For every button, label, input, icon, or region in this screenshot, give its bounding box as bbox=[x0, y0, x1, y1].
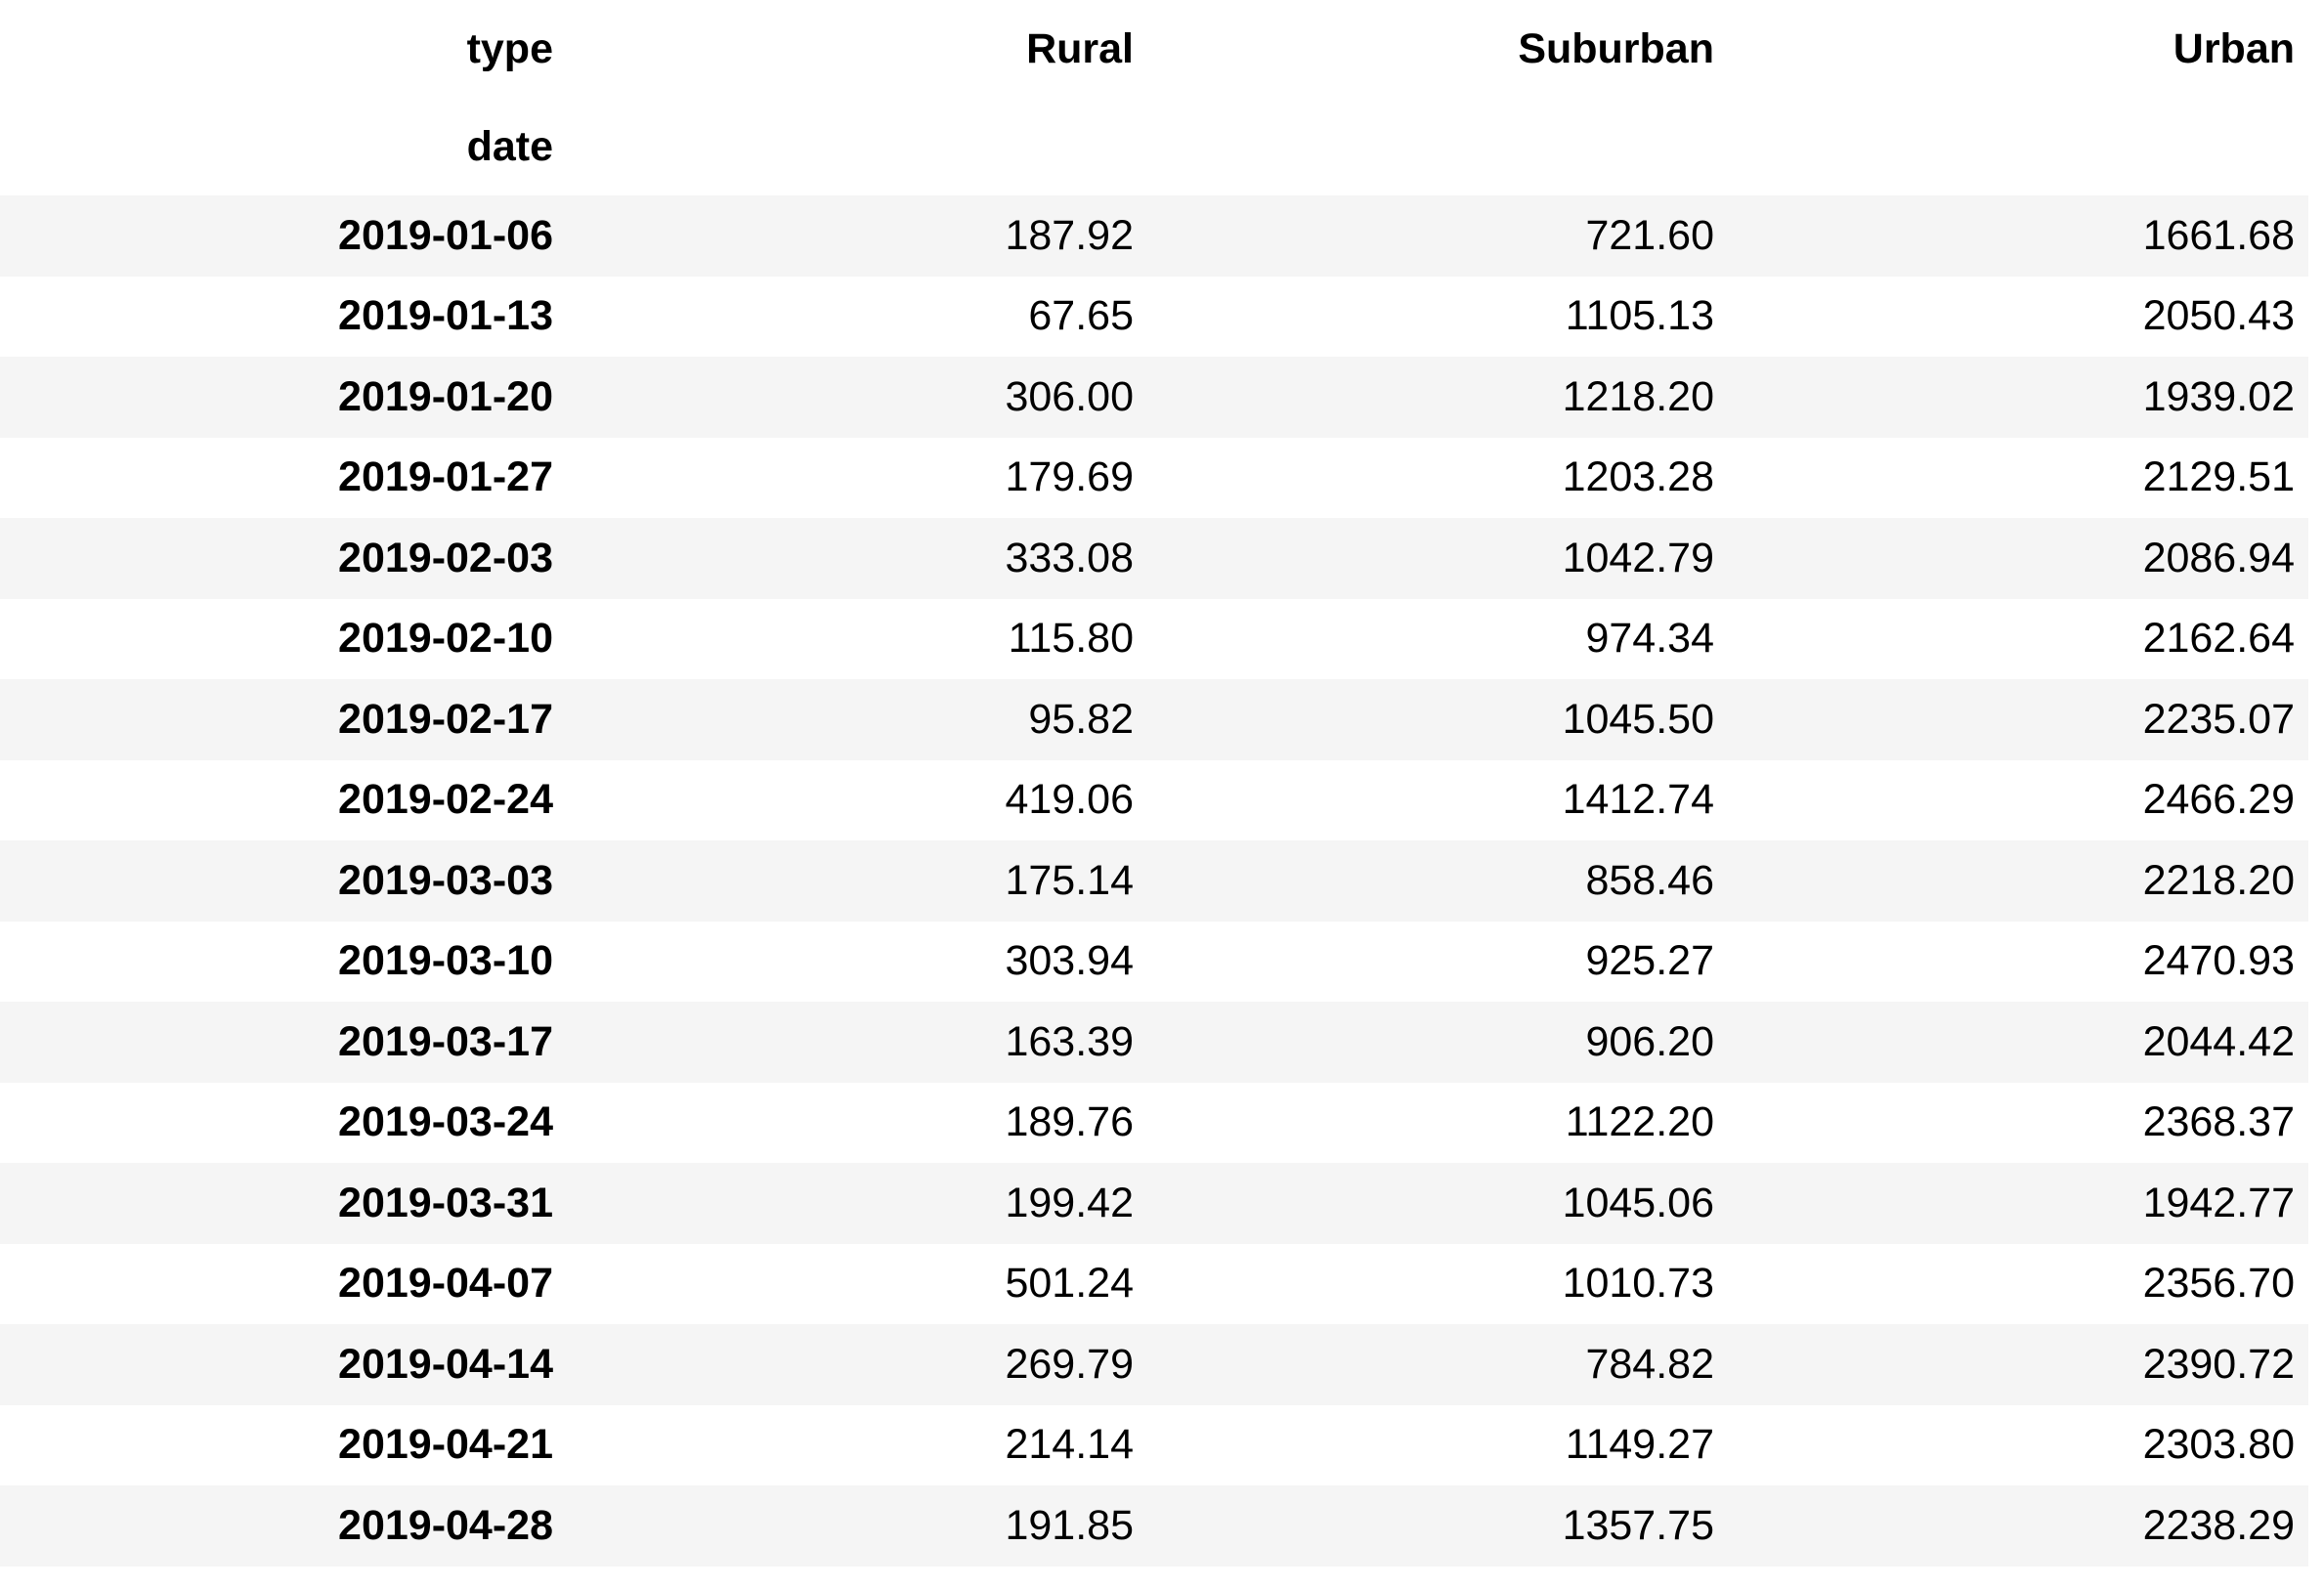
cell-urban: 2466.29 bbox=[2142, 776, 2295, 824]
cell-urban: 2044.42 bbox=[2142, 1017, 2295, 1065]
cell-urban: 2162.64 bbox=[2142, 615, 2295, 663]
table-header: type Rural Suburban Urban date bbox=[0, 0, 2308, 195]
table-row: 2019-02-17 95.82 1045.50 2235.07 bbox=[0, 679, 2308, 760]
cell-rural: 333.08 bbox=[1005, 534, 1134, 581]
cell-suburban: 1045.50 bbox=[1562, 695, 1714, 743]
cell-rural: 214.14 bbox=[1005, 1421, 1134, 1469]
table-row: 2019-04-21 214.14 1149.27 2303.80 bbox=[0, 1404, 2308, 1485]
cell-suburban: 1045.06 bbox=[1562, 1179, 1714, 1226]
cell-urban: 2303.80 bbox=[2142, 1421, 2295, 1469]
empty-header-cell bbox=[1147, 98, 1728, 195]
cell-urban: 2235.07 bbox=[2142, 695, 2295, 743]
table-row: 2019-01-27 179.69 1203.28 2129.51 bbox=[0, 437, 2308, 518]
row-date-label: 2019-03-10 bbox=[338, 937, 553, 985]
row-date-label: 2019-04-28 bbox=[338, 1501, 553, 1549]
fare-by-type-table: type Rural Suburban Urban date 2019-01-0… bbox=[0, 0, 2308, 1567]
column-header-rural: Rural bbox=[1026, 24, 1134, 72]
columns-name-label: type bbox=[466, 24, 553, 72]
table-row: 2019-04-07 501.24 1010.73 2356.70 bbox=[0, 1243, 2308, 1324]
table-row: 2019-03-17 163.39 906.20 2044.42 bbox=[0, 1002, 2308, 1083]
table-row: 2019-03-24 189.76 1122.20 2368.37 bbox=[0, 1082, 2308, 1163]
row-date-label: 2019-02-10 bbox=[338, 615, 553, 663]
cell-urban: 2390.72 bbox=[2142, 1340, 2295, 1388]
table-row: 2019-01-20 306.00 1218.20 1939.02 bbox=[0, 357, 2308, 438]
row-date-label: 2019-01-06 bbox=[338, 211, 553, 259]
cell-rural: 303.94 bbox=[1005, 937, 1134, 985]
table-row: 2019-03-31 199.42 1045.06 1942.77 bbox=[0, 1163, 2308, 1244]
row-date-label: 2019-03-17 bbox=[338, 1017, 553, 1065]
cell-urban: 1661.68 bbox=[2142, 211, 2295, 259]
table-row: 2019-02-10 115.80 974.34 2162.64 bbox=[0, 598, 2308, 679]
row-date-label: 2019-02-17 bbox=[338, 695, 553, 743]
cell-suburban: 1357.75 bbox=[1562, 1501, 1714, 1549]
cell-suburban: 974.34 bbox=[1585, 615, 1714, 663]
cell-suburban: 1042.79 bbox=[1562, 534, 1714, 581]
cell-suburban: 721.60 bbox=[1585, 211, 1714, 259]
cell-urban: 1942.77 bbox=[2142, 1179, 2295, 1226]
cell-rural: 199.42 bbox=[1005, 1179, 1134, 1226]
cell-suburban: 784.82 bbox=[1585, 1340, 1714, 1388]
cell-urban: 2086.94 bbox=[2142, 534, 2295, 581]
cell-suburban: 1203.28 bbox=[1562, 453, 1714, 501]
column-header-urban: Urban bbox=[2173, 24, 2295, 72]
header-row-index-name: date bbox=[0, 98, 2308, 195]
table-row: 2019-04-14 269.79 784.82 2390.72 bbox=[0, 1324, 2308, 1405]
cell-urban: 2129.51 bbox=[2142, 453, 2295, 501]
empty-header-cell bbox=[1728, 98, 2308, 195]
row-date-label: 2019-04-07 bbox=[338, 1260, 553, 1308]
table-row: 2019-02-24 419.06 1412.74 2466.29 bbox=[0, 759, 2308, 840]
cell-urban: 2218.20 bbox=[2142, 856, 2295, 904]
table-body: 2019-01-06 187.92 721.60 1661.68 2019-01-13 6… bbox=[0, 195, 2308, 1567]
cell-urban: 2238.29 bbox=[2142, 1501, 2295, 1549]
cell-rural: 115.80 bbox=[1008, 615, 1134, 663]
cell-rural: 67.65 bbox=[1028, 292, 1134, 340]
cell-suburban: 906.20 bbox=[1585, 1017, 1714, 1065]
cell-rural: 95.82 bbox=[1028, 695, 1134, 743]
cell-rural: 501.24 bbox=[1005, 1260, 1134, 1308]
cell-suburban: 1412.74 bbox=[1562, 776, 1714, 824]
header-row-columns: type Rural Suburban Urban bbox=[0, 0, 2308, 98]
row-date-label: 2019-03-24 bbox=[338, 1098, 553, 1146]
table-row: 2019-03-03 175.14 858.46 2218.20 bbox=[0, 840, 2308, 922]
row-date-label: 2019-02-24 bbox=[338, 776, 553, 824]
cell-urban: 2356.70 bbox=[2142, 1260, 2295, 1308]
cell-rural: 269.79 bbox=[1005, 1340, 1134, 1388]
cell-urban: 2050.43 bbox=[2142, 292, 2295, 340]
cell-urban: 1939.02 bbox=[2142, 372, 2295, 420]
cell-rural: 419.06 bbox=[1005, 776, 1134, 824]
cell-rural: 306.00 bbox=[1005, 372, 1134, 420]
cell-suburban: 1105.13 bbox=[1565, 292, 1714, 340]
table-row: 2019-01-06 187.92 721.60 1661.68 bbox=[0, 195, 2308, 277]
cell-rural: 191.85 bbox=[1005, 1501, 1134, 1549]
cell-suburban: 1149.27 bbox=[1565, 1421, 1714, 1469]
column-header-suburban: Suburban bbox=[1518, 24, 1714, 72]
row-date-label: 2019-04-14 bbox=[338, 1340, 553, 1388]
row-date-label: 2019-03-31 bbox=[338, 1179, 553, 1226]
cell-rural: 187.92 bbox=[1005, 211, 1134, 259]
cell-suburban: 858.46 bbox=[1585, 856, 1714, 904]
cell-suburban: 1010.73 bbox=[1562, 1260, 1714, 1308]
table-row: 2019-02-03 333.08 1042.79 2086.94 bbox=[0, 518, 2308, 599]
row-date-label: 2019-04-21 bbox=[338, 1421, 553, 1469]
row-date-label: 2019-01-27 bbox=[338, 453, 553, 501]
row-date-label: 2019-02-03 bbox=[338, 534, 553, 581]
cell-rural: 175.14 bbox=[1005, 856, 1134, 904]
cell-suburban: 1218.20 bbox=[1562, 372, 1714, 420]
table-row: 2019-04-28 191.85 1357.75 2238.29 bbox=[0, 1485, 2308, 1567]
cell-suburban: 1122.20 bbox=[1565, 1098, 1714, 1146]
cell-rural: 179.69 bbox=[1005, 453, 1134, 501]
cell-rural: 189.76 bbox=[1005, 1098, 1134, 1146]
cell-urban: 2470.93 bbox=[2142, 937, 2295, 985]
cell-rural: 163.39 bbox=[1005, 1017, 1134, 1065]
index-name-label: date bbox=[466, 122, 553, 170]
table-row: 2019-01-13 67.65 1105.13 2050.43 bbox=[0, 276, 2308, 357]
row-date-label: 2019-03-03 bbox=[338, 856, 553, 904]
cell-urban: 2368.37 bbox=[2142, 1098, 2295, 1146]
table-row: 2019-03-10 303.94 925.27 2470.93 bbox=[0, 921, 2308, 1002]
cell-suburban: 925.27 bbox=[1585, 937, 1714, 985]
row-date-label: 2019-01-13 bbox=[338, 292, 553, 340]
empty-header-cell bbox=[567, 98, 1147, 195]
row-date-label: 2019-01-20 bbox=[338, 372, 553, 420]
